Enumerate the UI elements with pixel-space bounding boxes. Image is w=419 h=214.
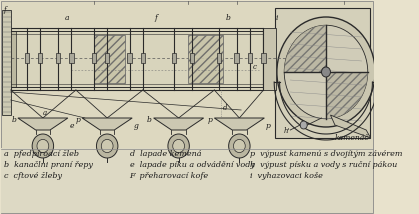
Text: p: p [266,122,271,130]
Bar [127,53,132,63]
Text: f: f [155,14,158,22]
Text: d  lapade kemená: d lapade kemená [129,150,201,158]
Text: b: b [225,14,230,22]
Circle shape [173,139,184,153]
Bar [2,10,11,115]
Bar [11,31,16,87]
Bar [91,53,96,63]
Bar [264,28,276,90]
Circle shape [284,25,368,119]
Text: c  cftové žleby: c cftové žleby [5,172,62,180]
Circle shape [101,139,113,153]
Text: F  přeharovací kofe: F přeharovací kofe [129,172,209,180]
Bar [261,53,266,63]
Text: e: e [70,122,74,130]
Polygon shape [215,118,264,130]
Text: a: a [65,14,69,22]
Polygon shape [331,115,371,138]
Bar [172,53,176,63]
Circle shape [300,121,307,129]
Bar [141,53,145,63]
Bar [69,53,74,63]
Wedge shape [284,25,326,72]
Text: f: f [3,6,6,14]
Text: d: d [223,104,228,112]
Text: b: b [147,116,152,124]
Circle shape [277,17,375,127]
Text: a: a [43,109,47,117]
Text: i: i [276,14,278,22]
Bar [56,53,60,63]
Polygon shape [82,118,132,130]
Text: p: p [75,116,80,124]
Circle shape [168,134,189,158]
Text: b  kanačlni praní řepy: b kanačlni praní řepy [5,161,93,169]
Bar [275,8,370,138]
Polygon shape [18,118,68,130]
Text: kamenáč: kamenáč [335,134,370,142]
Text: h  výpust písku a vody s ruční pákou: h výpust písku a vody s ruční pákou [250,161,397,169]
Text: p  výpust kamenú s dvojítým závérem: p výpust kamenú s dvojítým závérem [250,150,403,158]
Bar [217,53,221,63]
Bar [11,28,264,90]
Text: e  lapade píku a odvádění vody: e lapade píku a odvádění vody [129,161,254,169]
Bar [105,53,109,63]
Text: g: g [134,122,139,130]
Text: p: p [208,116,212,124]
Bar [235,53,239,63]
Text: h': h' [284,127,290,135]
Bar [1,148,373,213]
Circle shape [37,139,49,153]
Wedge shape [326,72,368,119]
Circle shape [321,67,331,77]
Bar [248,53,252,63]
Text: a  pfedpíroací žleb: a pfedpíroací žleb [5,150,80,158]
Polygon shape [154,118,204,130]
Bar [38,53,42,63]
Text: i  vyhazovaci koše: i vyhazovaci koše [250,172,323,180]
Bar [25,53,29,63]
Circle shape [233,139,245,153]
Text: c: c [253,63,256,71]
Circle shape [229,134,250,158]
Text: b: b [11,116,16,124]
Circle shape [96,134,118,158]
Bar [94,35,125,83]
Bar [190,53,194,63]
Bar [188,35,223,83]
Circle shape [32,134,54,158]
